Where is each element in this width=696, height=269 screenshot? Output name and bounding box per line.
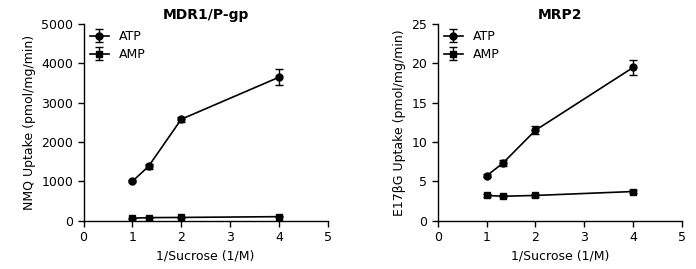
Y-axis label: E17βG Uptake (pmol/mg/min): E17βG Uptake (pmol/mg/min) (393, 29, 406, 216)
X-axis label: 1/Sucrose (1/M): 1/Sucrose (1/M) (511, 250, 609, 263)
X-axis label: 1/Sucrose (1/M): 1/Sucrose (1/M) (157, 250, 255, 263)
Legend: ATP, AMP: ATP, AMP (90, 30, 145, 61)
Title: MRP2: MRP2 (538, 8, 582, 22)
Legend: ATP, AMP: ATP, AMP (444, 30, 500, 61)
Title: MDR1/P-gp: MDR1/P-gp (162, 8, 249, 22)
Y-axis label: NMQ Uptake (pmol/mg/min): NMQ Uptake (pmol/mg/min) (22, 35, 35, 210)
